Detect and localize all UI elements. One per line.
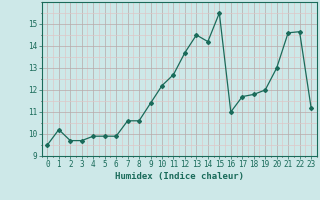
X-axis label: Humidex (Indice chaleur): Humidex (Indice chaleur) <box>115 172 244 181</box>
